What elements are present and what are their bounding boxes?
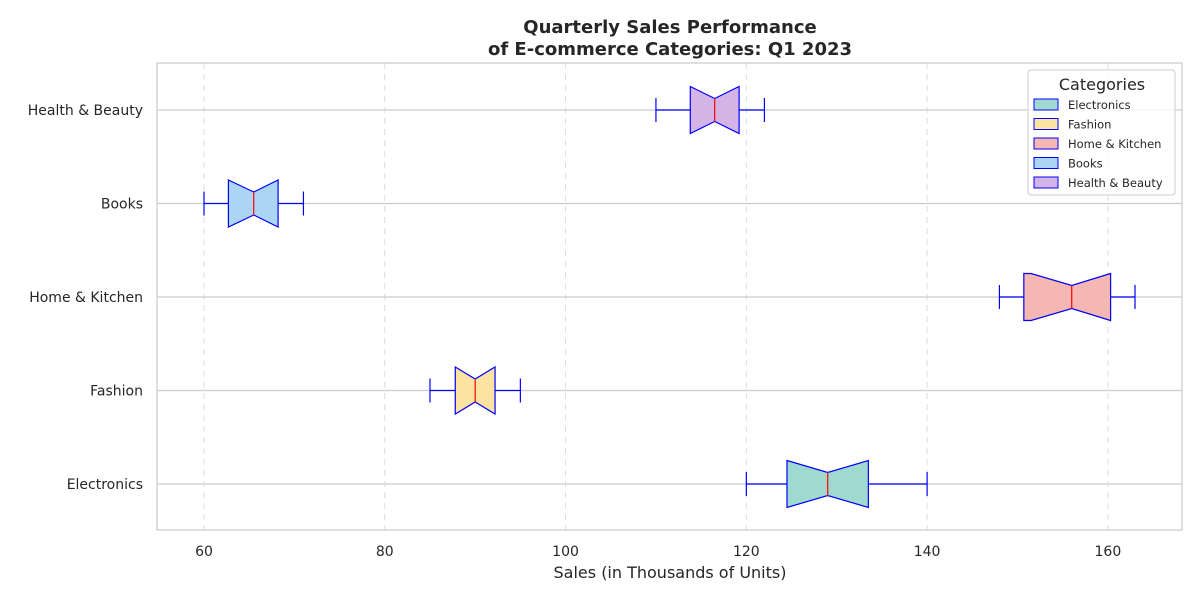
x-tick-label: 60 xyxy=(195,544,213,560)
y-tick-label: Books xyxy=(101,197,143,213)
x-tick-label: 160 xyxy=(1095,544,1122,560)
box-plots xyxy=(203,85,1136,509)
legend-swatch xyxy=(1033,137,1059,150)
legend-swatch xyxy=(1033,98,1059,111)
box-plot-fashion xyxy=(429,365,521,416)
legend-swatch xyxy=(1033,157,1059,169)
x-axis-ticks: 60 80 100 120 140 160 xyxy=(195,544,1121,560)
x-tick-label: 140 xyxy=(914,544,941,560)
x-tick-label: 100 xyxy=(552,544,579,560)
legend-label: Electronics xyxy=(1068,98,1131,112)
legend-label: Home & Kitchen xyxy=(1068,137,1161,151)
legend-label: Fashion xyxy=(1068,118,1111,132)
y-axis-ticks: Electronics Fashion Home & Kitchen Books Hea… xyxy=(28,103,143,493)
box-plot-health-beauty xyxy=(655,85,766,135)
legend: Categories Electronics Fashion Home & Kitc… xyxy=(1027,69,1176,196)
box-plot-home-kitchen xyxy=(998,272,1136,322)
legend-title: Categories xyxy=(1059,75,1145,94)
box-plot-electronics xyxy=(745,459,928,509)
x-axis-label: Sales (in Thousands of Units) xyxy=(554,563,787,582)
chart-title-line1: Quarterly Sales Performance xyxy=(523,17,816,38)
chart-title-line2: of E-commerce Categories: Q1 2023 xyxy=(488,39,852,60)
y-tick-label: Fashion xyxy=(90,384,143,400)
legend-swatch xyxy=(1033,118,1059,130)
legend-frame xyxy=(1027,69,1176,196)
y-tick-label: Home & Kitchen xyxy=(29,290,143,306)
plot-area-frame xyxy=(156,62,1183,531)
legend-label: Books xyxy=(1068,157,1103,171)
notched-box xyxy=(1023,272,1112,322)
legend-items: Electronics Fashion Home & Kitchen Books Hea… xyxy=(1033,98,1163,190)
x-tick-label: 80 xyxy=(376,544,394,560)
box-plot-books xyxy=(203,179,305,228)
x-tick-label: 120 xyxy=(733,544,760,560)
y-tick-label: Health & Beauty xyxy=(28,103,143,119)
legend-swatch xyxy=(1033,176,1059,189)
legend-label: Health & Beauty xyxy=(1068,176,1163,190)
y-tick-label: Electronics xyxy=(67,477,143,493)
